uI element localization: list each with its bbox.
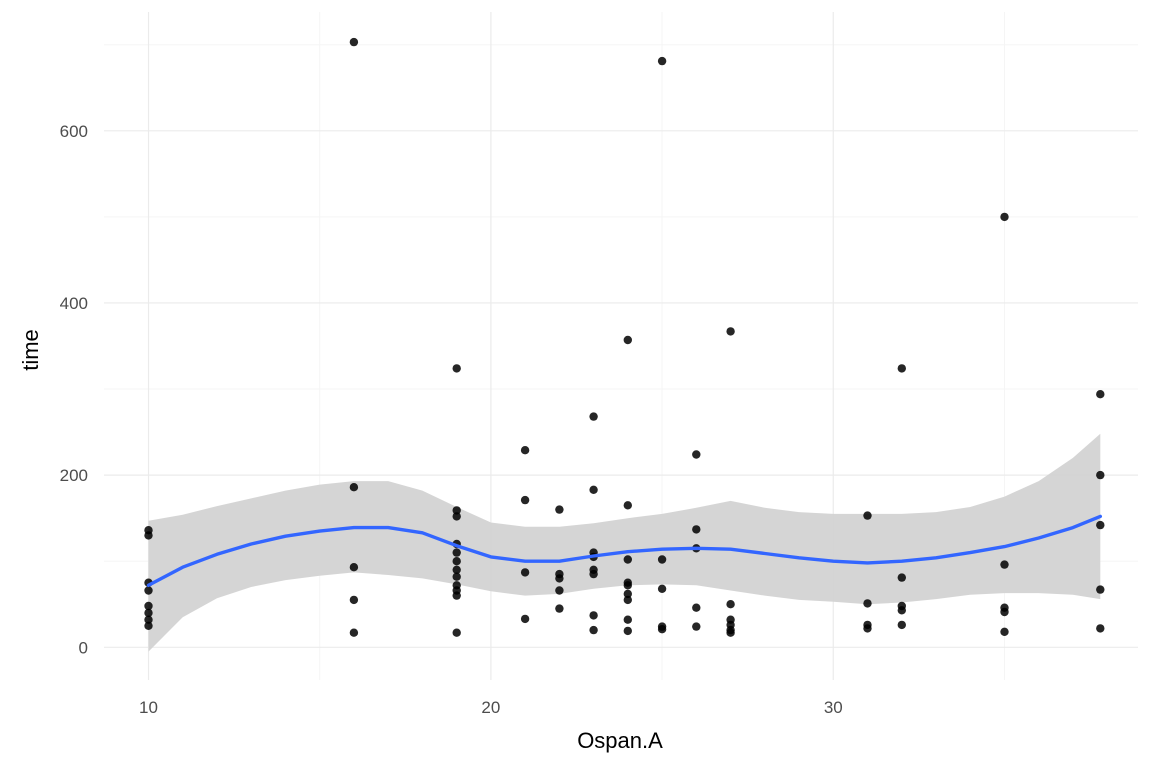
data-point [452, 506, 461, 515]
data-point [623, 335, 632, 345]
data-point [520, 568, 530, 577]
data-point [657, 625, 667, 634]
data-point [1096, 585, 1105, 594]
data-point [692, 603, 701, 612]
data-point [897, 364, 906, 373]
x-axis-title: Ospan.A [577, 728, 663, 753]
data-point [692, 525, 701, 534]
smooth-line [146, 514, 1102, 587]
data-point [1000, 607, 1009, 617]
data-point [589, 611, 598, 620]
data-point [897, 620, 906, 630]
data-point [555, 505, 564, 514]
data-point [1096, 390, 1105, 399]
data-point [452, 364, 461, 373]
y-axis-ticks: 0 200 400 600 [60, 122, 88, 657]
data-point [144, 608, 153, 618]
data-point [452, 591, 461, 600]
data-point [144, 586, 153, 595]
data-point [144, 601, 153, 611]
x-tick-label: 20 [481, 698, 500, 717]
data-point [726, 327, 735, 336]
data-point [589, 485, 598, 494]
y-tick-label: 600 [60, 122, 88, 141]
data-point [452, 628, 461, 637]
data-point [623, 595, 632, 605]
points-layer [144, 37, 1105, 637]
data-point [657, 555, 667, 564]
x-axis-ticks: 10 20 30 [139, 698, 843, 717]
data-point [349, 628, 359, 637]
data-point [555, 574, 564, 583]
data-point [452, 557, 461, 566]
y-tick-label: 400 [60, 294, 88, 313]
data-point [452, 572, 461, 581]
y-tick-label: 0 [79, 638, 88, 657]
data-point [1000, 212, 1009, 222]
smooth-line-layer [146, 514, 1102, 587]
data-point [520, 446, 530, 455]
x-tick-label: 10 [139, 698, 158, 717]
data-point [897, 573, 906, 582]
confidence-ribbon-layer [148, 433, 1101, 652]
data-point [897, 606, 906, 615]
data-point [144, 621, 153, 630]
data-point [657, 584, 667, 593]
data-point [589, 569, 598, 579]
data-point [726, 600, 735, 609]
y-axis-title: time [18, 329, 43, 371]
data-point [144, 531, 153, 540]
data-point [349, 483, 359, 492]
data-point [623, 555, 632, 564]
data-point [349, 37, 359, 47]
data-point [1000, 627, 1009, 636]
data-point [692, 622, 701, 631]
data-point [349, 595, 359, 605]
data-point [589, 412, 598, 421]
data-point [555, 604, 564, 613]
y-tick-label: 200 [60, 466, 88, 485]
data-point [726, 628, 735, 637]
x-tick-label: 30 [824, 698, 843, 717]
data-point [1096, 470, 1105, 480]
data-point [452, 565, 461, 574]
data-point [520, 614, 530, 624]
data-point [623, 581, 632, 590]
data-point [349, 563, 359, 572]
data-point [589, 625, 598, 635]
data-point [555, 586, 564, 595]
data-point [692, 450, 701, 459]
data-point [1096, 520, 1105, 530]
data-point [623, 615, 632, 624]
data-point [623, 501, 632, 510]
data-point [452, 512, 461, 521]
data-point [1000, 560, 1009, 569]
data-point [452, 548, 461, 557]
data-point [863, 599, 872, 608]
data-point [1096, 624, 1105, 633]
data-point [623, 589, 632, 599]
data-point [520, 495, 530, 505]
data-point [863, 511, 872, 520]
data-point [144, 615, 153, 624]
confidence-ribbon [148, 433, 1101, 652]
data-point [657, 56, 667, 66]
data-point [863, 624, 872, 633]
data-point [623, 626, 632, 636]
